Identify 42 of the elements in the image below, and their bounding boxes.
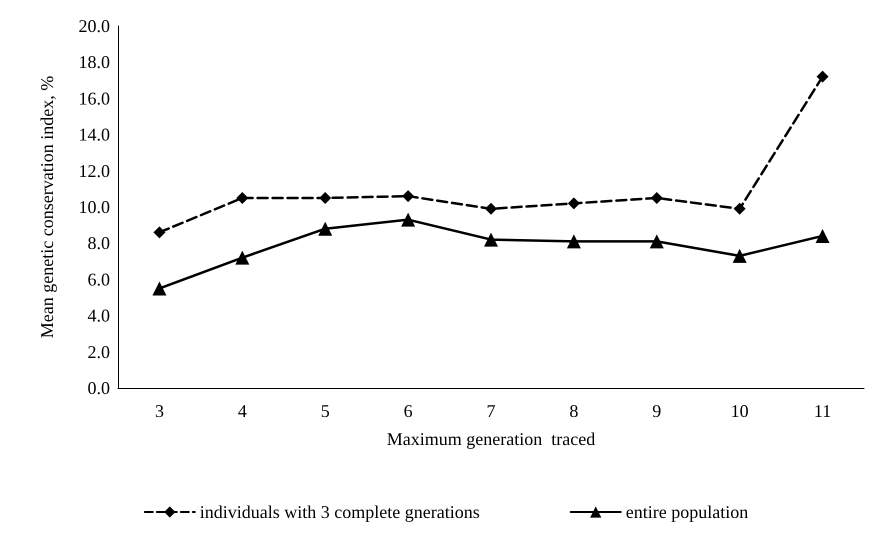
y-tick-label: 16.0 [78,88,110,108]
x-tick-label: 8 [569,401,578,421]
point [235,250,250,265]
point [152,281,166,296]
x-tick-label: 7 [486,401,496,421]
point [650,234,664,248]
y-tick-label: 6.0 [88,269,110,290]
y-tick-label: 8.0 [88,233,110,254]
point [319,192,332,204]
x-tick-label: 5 [320,401,330,421]
point [401,212,416,227]
y-tick-label: 20.0 [78,16,110,36]
x-tick-label: 6 [404,401,413,421]
x-tick-label: 3 [154,401,164,421]
y-tick-label: 14.0 [78,124,110,145]
point [153,226,166,238]
point [402,190,414,202]
y-axis-title: Mean genetic conservation index, % [37,76,57,338]
point [318,222,332,236]
x-axis-title: Maximum generation traced [386,429,596,449]
point [484,232,498,247]
point [566,234,581,248]
y-tick-label: 2.0 [88,342,110,362]
y-tick-label: 12.0 [78,160,110,181]
y-tick-label: 0.0 [88,378,110,398]
x-tick-label: 11 [814,401,832,421]
x-tick-label: 4 [238,401,247,421]
point [816,228,830,243]
y-tick-label: 18.0 [78,52,110,72]
legend-label: individuals with 3 complete gnerations [200,502,480,522]
point [568,197,580,210]
point [732,248,747,263]
x-tick-label: 10 [730,401,749,421]
point [734,202,746,215]
legend-label: entire population [626,502,748,522]
x-tick-label: 9 [652,401,662,421]
point [816,70,829,83]
point [650,192,663,204]
point [485,202,497,215]
point [236,192,248,204]
y-tick-label: 10.0 [78,197,110,217]
y-tick-label: 4.0 [88,306,110,326]
